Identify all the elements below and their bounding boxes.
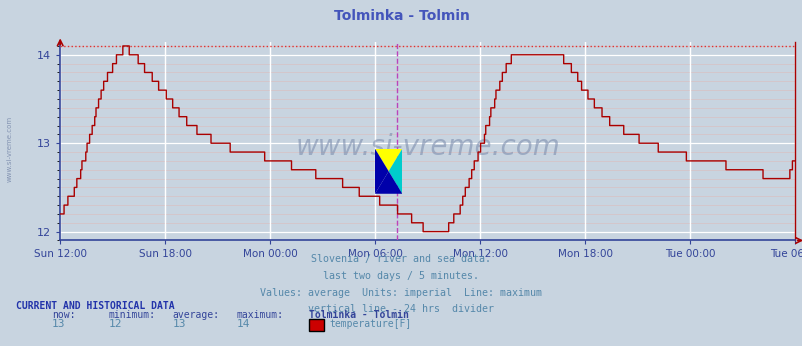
Text: Tolminka - Tolmin: Tolminka - Tolmin [309, 310, 408, 320]
Text: maximum:: maximum: [237, 310, 284, 320]
Polygon shape [388, 149, 402, 194]
Text: CURRENT AND HISTORICAL DATA: CURRENT AND HISTORICAL DATA [16, 301, 175, 311]
Polygon shape [375, 149, 402, 171]
Polygon shape [375, 149, 388, 194]
Text: 13: 13 [52, 319, 66, 328]
Text: average:: average: [172, 310, 220, 320]
Text: www.si-vreme.com: www.si-vreme.com [295, 133, 559, 161]
Text: Tolminka - Tolmin: Tolminka - Tolmin [333, 9, 469, 22]
Text: www.si-vreme.com: www.si-vreme.com [6, 116, 12, 182]
Text: last two days / 5 minutes.: last two days / 5 minutes. [323, 271, 479, 281]
Polygon shape [375, 171, 402, 194]
Text: Slovenia / river and sea data.: Slovenia / river and sea data. [311, 254, 491, 264]
Text: 13: 13 [172, 319, 186, 328]
Text: 14: 14 [237, 319, 250, 328]
Text: vertical line - 24 hrs  divider: vertical line - 24 hrs divider [308, 304, 494, 314]
Text: minimum:: minimum: [108, 310, 156, 320]
Text: Values: average  Units: imperial  Line: maximum: Values: average Units: imperial Line: ma… [260, 288, 542, 298]
Text: now:: now: [52, 310, 75, 320]
Text: temperature[F]: temperature[F] [329, 319, 411, 328]
Text: 12: 12 [108, 319, 122, 328]
